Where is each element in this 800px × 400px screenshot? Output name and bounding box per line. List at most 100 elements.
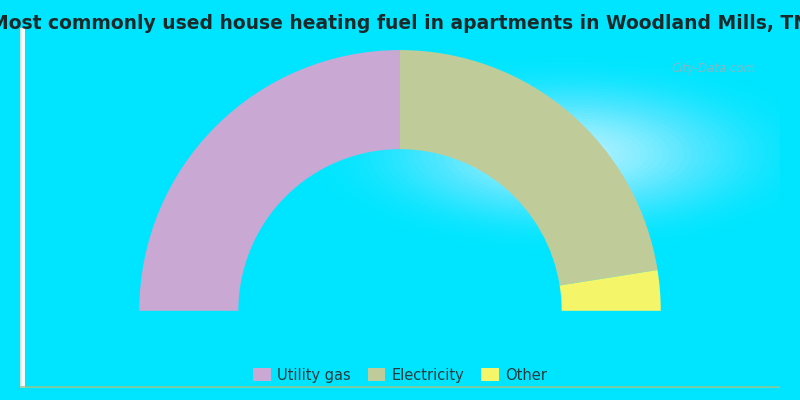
Bar [21,28,23,388]
Bar [20,386,780,388]
Bar [22,28,24,388]
Bar [20,386,780,388]
Bar [20,386,780,388]
Bar [22,28,24,388]
Bar [20,28,22,388]
Bar [20,28,22,388]
Bar [20,386,780,387]
Bar [20,386,780,387]
Bar [20,28,22,388]
Bar [22,28,25,388]
Bar [20,28,22,388]
Bar [21,28,23,388]
Bar [20,386,780,387]
Bar [22,28,24,388]
Bar [20,386,780,387]
Bar [20,28,22,388]
Bar [20,28,23,388]
Bar [20,386,780,388]
Bar [20,386,780,387]
Bar [20,386,780,387]
Bar [22,28,24,388]
Bar [22,28,25,388]
Bar [20,386,780,387]
Bar [20,386,780,388]
Bar [20,386,780,388]
Bar [22,28,25,388]
Bar [22,28,25,388]
Bar [22,28,24,388]
Ellipse shape [553,148,582,160]
Bar [21,28,23,388]
Bar [20,386,780,388]
Bar [22,28,25,388]
Bar [20,386,780,387]
Bar [20,387,780,388]
Bar [22,28,24,388]
Bar [20,28,22,388]
Bar [20,387,780,388]
Bar [20,386,780,388]
Bar [20,386,780,387]
Bar [21,28,23,388]
Bar [20,386,780,387]
Bar [20,386,780,388]
Bar [22,28,25,388]
Bar [20,28,23,388]
Bar [20,386,780,387]
Bar [22,28,24,388]
Bar [20,28,22,388]
Bar [21,28,23,388]
Bar [20,387,780,388]
Bar [22,28,24,388]
Bar [20,386,780,387]
Bar [20,386,780,387]
Bar [20,386,780,388]
Bar [20,387,780,388]
Bar [20,28,23,388]
Bar [20,386,780,387]
Ellipse shape [494,126,640,182]
Bar [22,28,24,388]
Bar [20,386,780,387]
Bar [21,28,24,388]
Bar [22,28,25,388]
Bar [20,28,23,388]
Bar [22,28,24,388]
Bar [20,28,23,388]
Bar [22,28,25,388]
Bar [22,28,24,388]
Bar [20,386,780,387]
Bar [21,28,24,388]
Bar [20,386,780,387]
Bar [22,28,24,388]
Bar [21,28,23,388]
Bar [20,386,780,387]
Bar [20,386,780,387]
Bar [22,28,25,388]
Bar [20,386,780,387]
Bar [20,387,780,388]
Bar [20,386,780,388]
Bar [22,28,24,388]
Bar [22,28,24,388]
Bar [20,386,780,387]
Bar [20,386,780,387]
Bar [20,386,780,388]
Bar [21,28,23,388]
Ellipse shape [516,135,618,173]
Bar [20,386,780,388]
Bar [20,28,22,388]
Bar [20,386,780,388]
Bar [20,387,780,388]
Bar [22,28,24,388]
Ellipse shape [479,121,655,187]
Bar [20,386,780,388]
Bar [22,28,25,388]
Bar [20,386,780,387]
Legend: Utility gas, Electricity, Other: Utility gas, Electricity, Other [247,362,553,389]
Bar [20,386,780,388]
Bar [22,28,24,388]
Bar [20,386,780,387]
Bar [20,386,780,387]
